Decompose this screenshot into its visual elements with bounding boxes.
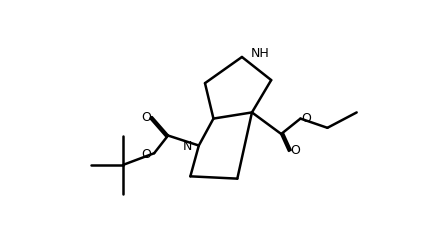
Text: O: O — [302, 112, 312, 125]
Text: O: O — [142, 148, 151, 161]
Text: O: O — [141, 111, 151, 124]
Text: O: O — [290, 144, 300, 157]
Text: N: N — [182, 140, 192, 153]
Text: NH: NH — [251, 47, 270, 60]
